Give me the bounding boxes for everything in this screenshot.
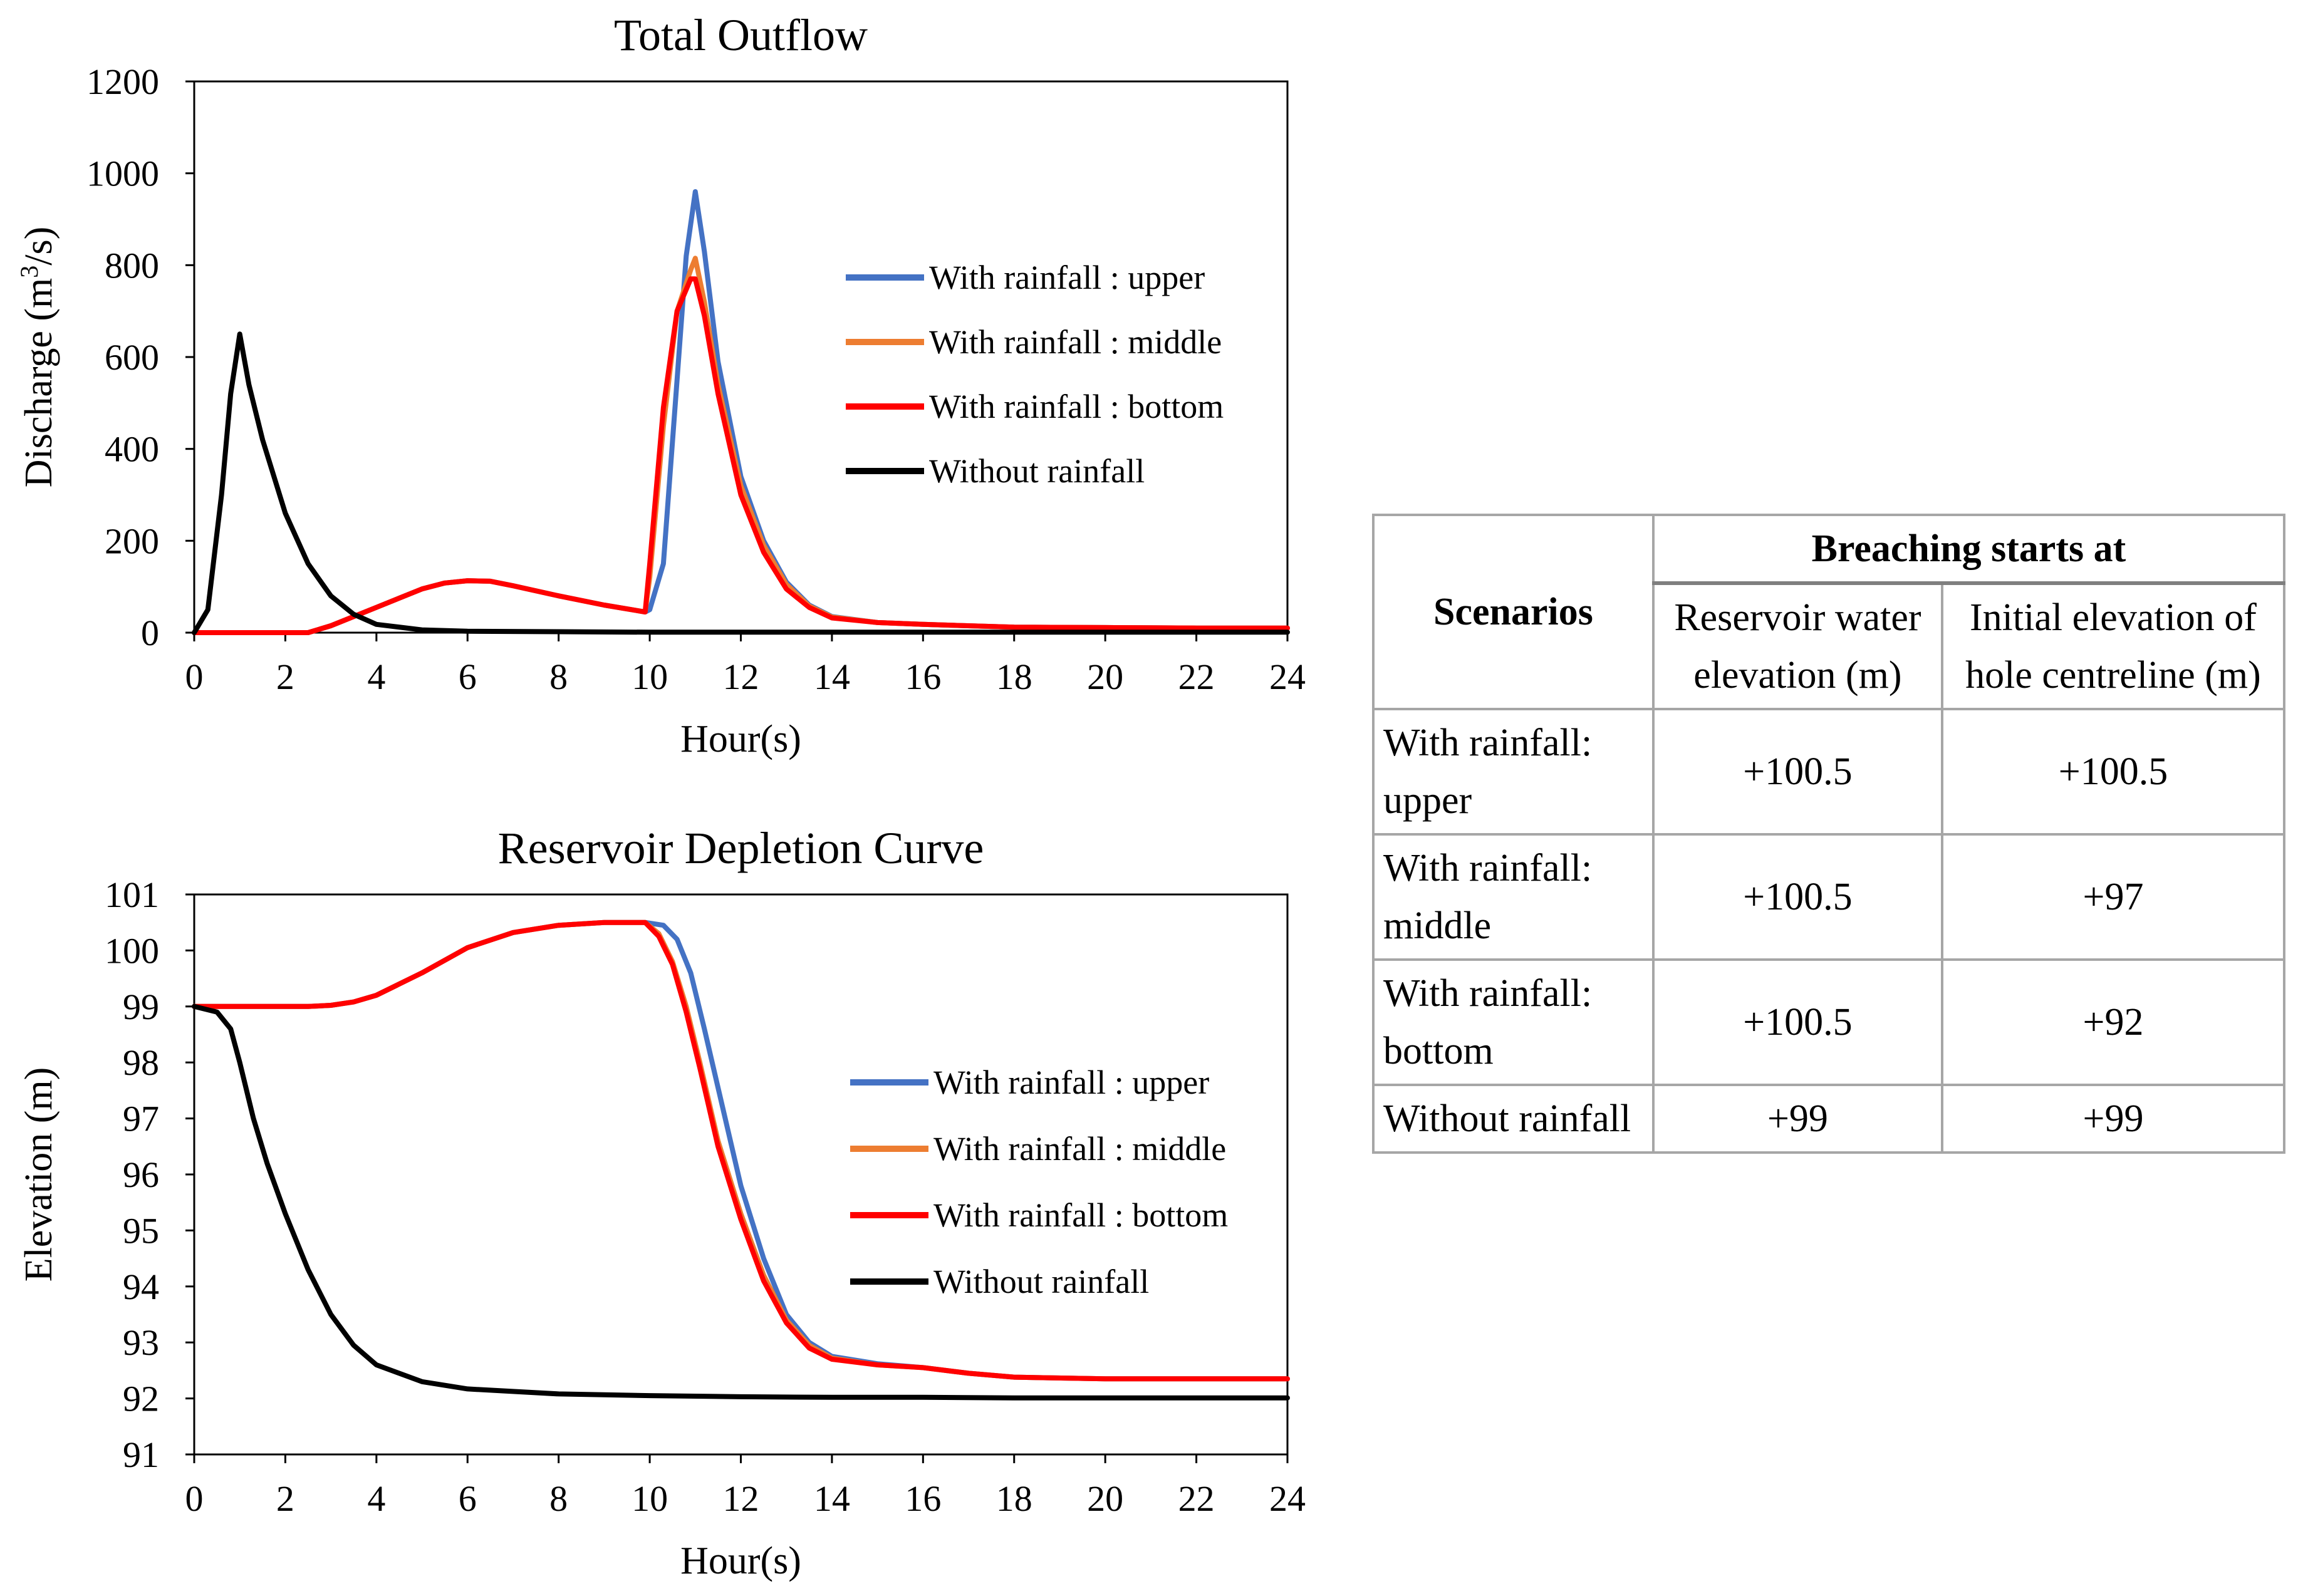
y-tick-label: 800 (105, 245, 159, 286)
reservoir-elevation-cell: +100.5 (1651, 833, 1943, 961)
x-tick-label: 22 (1178, 656, 1215, 697)
y-tick-label: 98 (123, 1042, 159, 1083)
y-tick-label: 100 (105, 930, 159, 971)
x-tick-label: 2 (276, 1478, 294, 1519)
hole-elevation-cell: +99 (1940, 1084, 2286, 1154)
reservoir-elevation-cell: +100.5 (1651, 958, 1943, 1086)
chart-title: Total Outflow (614, 10, 868, 60)
y-tick-label: 1200 (86, 61, 159, 102)
x-tick-label: 10 (632, 656, 668, 697)
x-tick-label: 8 (549, 1478, 568, 1519)
header-scenarios: Scenarios (1372, 514, 1655, 710)
y-tick-label: 0 (141, 613, 159, 653)
table-row: With rainfall: middle +100.5 +97 (1372, 833, 2286, 961)
hole-elevation-cell: +92 (1940, 958, 2286, 1086)
x-tick-label: 6 (459, 1478, 477, 1519)
y-tick-label: 91 (123, 1434, 159, 1475)
x-tick-label: 16 (905, 1478, 941, 1519)
hole-elevation-cell: +100.5 (1940, 708, 2286, 836)
y-tick-label: 200 (105, 521, 159, 561)
legend-label: With rainfall : upper (933, 1064, 1209, 1101)
legend-label: Without rainfall (929, 452, 1145, 490)
header-reservoir-water-elevation: Reservoir water elevation (m) (1651, 582, 1943, 710)
scenario-cell: Without rainfall (1372, 1084, 1655, 1154)
x-tick-label: 8 (549, 656, 568, 697)
series-line-2 (192, 276, 1290, 635)
series-line-3 (192, 1003, 1290, 1401)
x-tick-label: 4 (367, 656, 385, 697)
y-tick-label: 95 (123, 1210, 159, 1251)
reservoir-elevation-cell: +99 (1651, 1084, 1943, 1154)
x-tick-label: 12 (723, 1478, 759, 1519)
y-tick-label: 93 (123, 1322, 159, 1363)
y-tick-label: 96 (123, 1154, 159, 1195)
y-tick-label: 400 (105, 429, 159, 470)
x-tick-label: 24 (1269, 656, 1306, 697)
x-tick-label: 4 (367, 1478, 385, 1519)
x-tick-label: 2 (276, 656, 294, 697)
hole-elevation-cell: +97 (1940, 833, 2286, 961)
table-row: With rainfall: upper +100.5 +100.5 (1372, 708, 2286, 836)
plot-area-frame (193, 893, 1289, 1456)
x-tick-label: 0 (185, 1478, 204, 1519)
x-tick-label: 0 (185, 656, 204, 697)
series-line-2 (192, 920, 1290, 1382)
scenario-cell: With rainfall: upper (1372, 708, 1655, 836)
x-tick-label: 18 (996, 1478, 1032, 1519)
y-tick-label: 94 (123, 1267, 159, 1307)
legend-label: With rainfall : bottom (933, 1196, 1228, 1234)
x-tick-label: 12 (723, 656, 759, 697)
y-tick-label: 600 (105, 337, 159, 378)
series-line-1 (192, 256, 1290, 635)
breaching-scenario-table: Scenarios Breaching starts at Reservoir … (1372, 514, 2286, 1154)
x-tick-label: 20 (1087, 1478, 1123, 1519)
legend-label: With rainfall : upper (929, 259, 1205, 296)
scenario-cell: With rainfall: bottom (1372, 958, 1655, 1086)
y-tick-label: 99 (123, 987, 159, 1027)
reservoir-elevation-cell: +100.5 (1651, 708, 1943, 836)
legend-label: With rainfall : middle (933, 1130, 1226, 1168)
legend-label: With rainfall : bottom (929, 388, 1224, 425)
x-tick-label: 14 (814, 1478, 850, 1519)
y-tick-label: 92 (123, 1379, 159, 1419)
x-axis-label: Hour(s) (680, 718, 801, 760)
header-breaching-starts-at: Breaching starts at (1651, 514, 2286, 585)
chart-title: Reservoir Depletion Curve (498, 823, 984, 873)
series-line-3 (192, 331, 1290, 635)
y-axis-label: Discharge (m3/s) (15, 227, 60, 488)
table-row: With rainfall: bottom +100.5 +92 (1372, 958, 2286, 1086)
legend-label: With rainfall : middle (929, 323, 1222, 361)
x-tick-label: 6 (459, 656, 477, 697)
legend-label: Without rainfall (933, 1263, 1149, 1300)
y-tick-label: 97 (123, 1099, 159, 1139)
y-axis-label: Elevation (m) (18, 1067, 60, 1282)
scenario-cell: With rainfall: middle (1372, 833, 1655, 961)
x-axis-label: Hour(s) (680, 1540, 801, 1582)
x-tick-label: 24 (1269, 1478, 1306, 1519)
x-tick-label: 16 (905, 656, 941, 697)
x-tick-label: 14 (814, 656, 850, 697)
y-tick-label: 101 (105, 874, 159, 915)
y-tick-label: 1000 (86, 153, 159, 194)
x-tick-label: 10 (632, 1478, 668, 1519)
header-initial-hole-elevation: Initial elevation of hole centreline (m) (1940, 582, 2286, 710)
table-row: Without rainfall +99 +99 (1372, 1084, 2286, 1154)
x-tick-label: 20 (1087, 656, 1123, 697)
x-tick-label: 22 (1178, 1478, 1215, 1519)
x-tick-label: 18 (996, 656, 1032, 697)
